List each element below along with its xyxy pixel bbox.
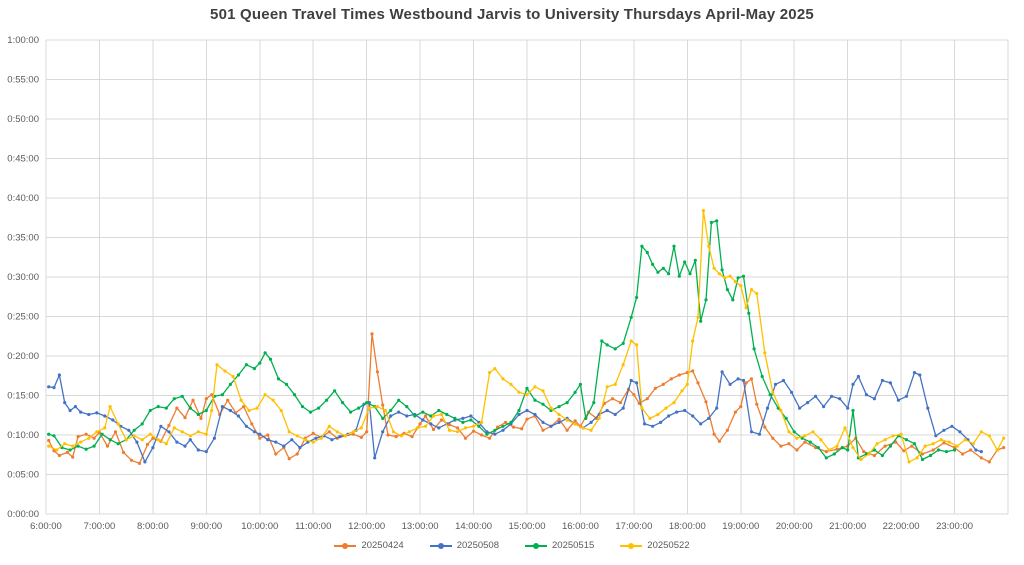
gridlines bbox=[45, 39, 1009, 515]
svg-text:0:10:00: 0:10:00 bbox=[7, 430, 39, 441]
legend-line-marker-icon bbox=[429, 542, 452, 549]
svg-text:0:40:00: 0:40:00 bbox=[7, 193, 39, 204]
y-axis-labels: 0:00:00 0:05:00 0:10:00 0:15:00 0:20:00 0:25:… bbox=[7, 35, 39, 520]
legend-label: 20250508 bbox=[456, 540, 499, 551]
svg-text:0:05:00: 0:05:00 bbox=[7, 470, 39, 481]
svg-text:8:00:00: 8:00:00 bbox=[137, 521, 169, 532]
svg-text:16:00:00: 16:00:00 bbox=[562, 521, 599, 532]
series-20250515 bbox=[47, 219, 957, 462]
svg-text:0:25:00: 0:25:00 bbox=[7, 312, 39, 323]
svg-text:21:00:00: 21:00:00 bbox=[829, 521, 866, 532]
svg-text:0:45:00: 0:45:00 bbox=[7, 154, 39, 165]
svg-text:10:00:00: 10:00:00 bbox=[241, 521, 278, 532]
svg-text:14:00:00: 14:00:00 bbox=[455, 521, 492, 532]
legend-item-20250522: 20250522 bbox=[620, 540, 690, 551]
series-20250522 bbox=[47, 209, 1006, 464]
series-line bbox=[48, 333, 1004, 465]
svg-text:23:00:00: 23:00:00 bbox=[936, 521, 973, 532]
svg-text:6:00:00: 6:00:00 bbox=[30, 521, 62, 532]
svg-text:0:35:00: 0:35:00 bbox=[7, 233, 39, 244]
svg-text:7:00:00: 7:00:00 bbox=[84, 521, 116, 532]
svg-text:0:20:00: 0:20:00 bbox=[7, 351, 39, 362]
series-line bbox=[48, 209, 1005, 463]
legend-label: 20250515 bbox=[552, 540, 595, 551]
series-markers bbox=[47, 332, 1006, 465]
svg-text:19:00:00: 19:00:00 bbox=[722, 521, 759, 532]
chart-title: 501 Queen Travel Times Westbound Jarvis … bbox=[210, 6, 814, 23]
svg-text:0:50:00: 0:50:00 bbox=[7, 114, 39, 125]
legend-line-marker-icon bbox=[334, 542, 357, 549]
svg-text:13:00:00: 13:00:00 bbox=[402, 521, 439, 532]
legend-label: 20250522 bbox=[647, 540, 690, 551]
svg-text:11:00:00: 11:00:00 bbox=[295, 521, 331, 532]
chart-legend: 20250424 20250508 20250515 20250522 bbox=[0, 541, 1024, 551]
svg-text:1:00:00: 1:00:00 bbox=[7, 35, 39, 46]
svg-text:0:00:00: 0:00:00 bbox=[7, 509, 39, 520]
svg-text:12:00:00: 12:00:00 bbox=[348, 521, 385, 532]
legend-line-marker-icon bbox=[525, 542, 547, 549]
svg-text:9:00:00: 9:00:00 bbox=[190, 521, 222, 532]
svg-text:0:30:00: 0:30:00 bbox=[7, 272, 39, 283]
series-20250424 bbox=[47, 332, 1006, 465]
svg-text:0:55:00: 0:55:00 bbox=[7, 75, 39, 86]
svg-text:0:15:00: 0:15:00 bbox=[7, 391, 39, 402]
legend-line-marker-icon bbox=[620, 542, 643, 549]
svg-text:18:00:00: 18:00:00 bbox=[669, 521, 706, 532]
series-markers bbox=[47, 209, 1006, 464]
series-line bbox=[48, 220, 955, 461]
legend-item-20250515: 20250515 bbox=[525, 541, 594, 551]
legend-item-20250424: 20250424 bbox=[334, 540, 404, 551]
svg-text:20:00:00: 20:00:00 bbox=[776, 521, 813, 532]
svg-text:17:00:00: 17:00:00 bbox=[615, 521, 652, 532]
svg-text:15:00:00: 15:00:00 bbox=[509, 521, 546, 532]
svg-text:22:00:00: 22:00:00 bbox=[883, 521, 920, 532]
legend-label: 20250424 bbox=[361, 540, 404, 551]
series-markers bbox=[47, 370, 983, 464]
legend-item-20250508: 20250508 bbox=[429, 540, 499, 551]
x-axis-labels: 6:00:00 7:00:00 8:00:00 9:00:00 10:00:00 11:0… bbox=[30, 521, 973, 532]
series-markers bbox=[47, 219, 957, 462]
